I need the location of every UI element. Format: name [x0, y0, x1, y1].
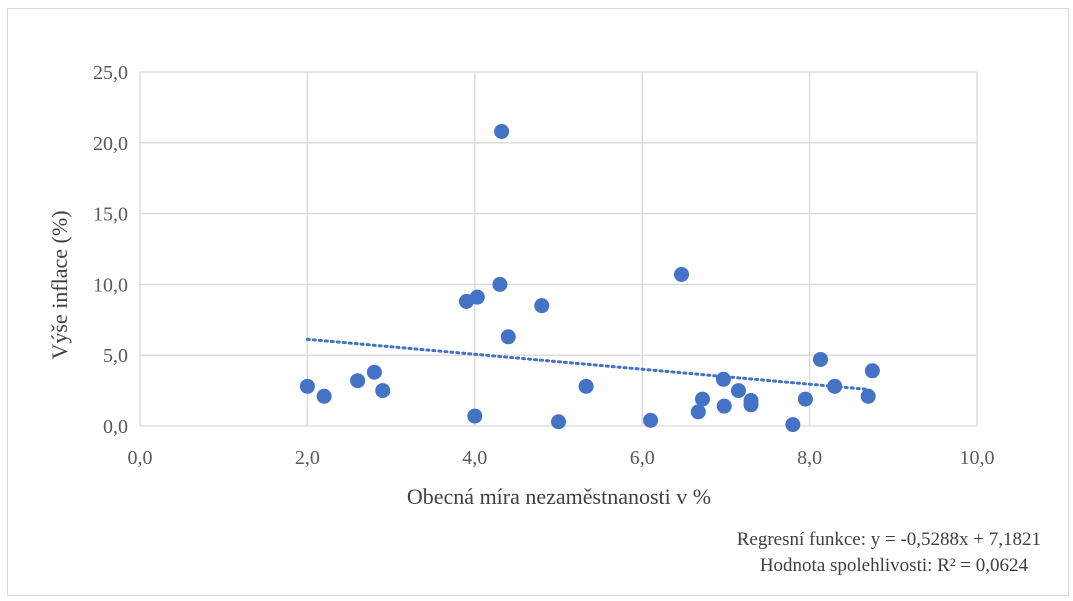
data-point	[469, 289, 485, 305]
data-point	[375, 383, 391, 399]
data-point	[827, 378, 843, 394]
data-point	[715, 371, 731, 387]
x-tick-label: 6,0	[630, 447, 655, 469]
data-point	[366, 364, 382, 380]
y-tick-label: 20,0	[93, 133, 128, 155]
data-points	[299, 123, 880, 433]
data-point	[860, 388, 876, 404]
data-point	[534, 298, 550, 314]
data-point	[494, 123, 510, 139]
data-point	[812, 351, 828, 367]
y-tick-labels: 0,0 5,0 10,0 15,0 20,0 25,0	[93, 62, 128, 438]
y-tick-label: 25,0	[93, 62, 128, 84]
y-tick-label: 10,0	[93, 274, 128, 296]
data-point	[500, 329, 516, 345]
x-axis-title: Obecná míra nezaměstnanosti v %	[407, 484, 711, 509]
y-tick-label: 5,0	[103, 345, 128, 367]
data-point	[467, 408, 483, 424]
r-squared-label: Hodnota spolehlivosti: R² = 0,0624	[759, 555, 1028, 576]
data-point	[674, 266, 690, 282]
x-tick-label: 10,0	[960, 447, 995, 469]
data-point	[690, 404, 706, 420]
data-point	[492, 276, 508, 292]
data-point	[694, 391, 710, 407]
data-point	[785, 417, 801, 433]
x-tick-label: 8,0	[797, 447, 822, 469]
data-point	[743, 393, 759, 409]
x-tick-label: 4,0	[462, 447, 487, 469]
data-point	[551, 414, 566, 430]
data-point	[797, 391, 813, 407]
data-point	[578, 378, 594, 394]
gridlines	[139, 71, 978, 427]
y-tick-label: 0,0	[103, 416, 128, 438]
data-point	[350, 373, 366, 389]
data-point	[643, 412, 659, 428]
x-tick-labels: 0,0 2,0 4,0 6,0 8,0 10,0	[128, 447, 995, 469]
trendline	[305, 337, 870, 391]
x-tick-label: 0,0	[128, 447, 153, 469]
regression-equation: Regresní funkce: y = -0,5288x + 7,1821	[736, 529, 1041, 550]
data-point	[864, 363, 880, 379]
data-point	[716, 398, 732, 414]
y-tick-label: 15,0	[93, 204, 128, 226]
x-tick-label: 2,0	[295, 447, 320, 469]
data-point	[316, 388, 332, 404]
data-point	[730, 383, 746, 399]
data-point	[299, 378, 315, 394]
trendline-group	[305, 337, 870, 391]
y-axis-title: Výše inflace (%)	[47, 210, 72, 359]
